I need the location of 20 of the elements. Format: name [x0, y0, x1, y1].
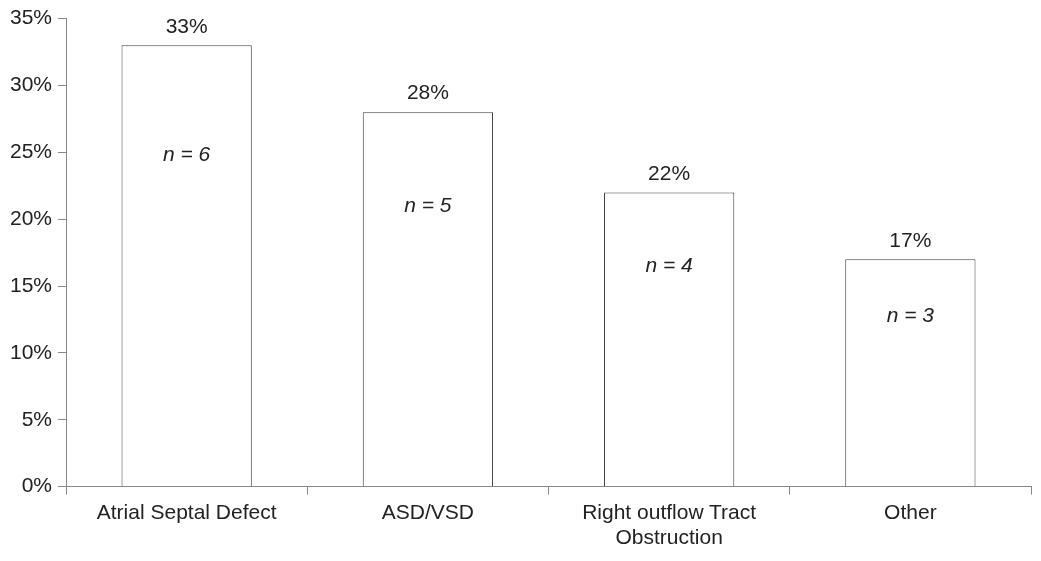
y-tick-label: 0%: [21, 473, 53, 497]
data-label: 33%: [165, 13, 208, 37]
y-tick-label: 15%: [10, 272, 53, 296]
y-tick-label: 35%: [10, 5, 53, 29]
y-tick-label: 20%: [10, 205, 53, 229]
y-tick-label: 5%: [21, 406, 53, 430]
annotation: n = 3: [886, 302, 935, 326]
x-tick-label: Right outflow Tract Obstruction: [582, 500, 757, 549]
data-label: 17%: [889, 227, 932, 251]
annotation: n = 4: [645, 252, 693, 276]
y-tick-label: 10%: [10, 339, 53, 363]
data-label: 28%: [406, 80, 449, 104]
x-tick-label: ASD/VSD: [381, 500, 474, 523]
annotation: n = 5: [404, 192, 452, 216]
annotation: n = 6: [163, 142, 211, 166]
y-tick-label: 25%: [10, 139, 53, 163]
x-tick-label: Other: [884, 500, 937, 523]
x-tick-label: Atrial Septal Defect: [96, 500, 277, 523]
y-tick-label: 30%: [10, 72, 53, 96]
data-label: 22%: [648, 160, 691, 184]
